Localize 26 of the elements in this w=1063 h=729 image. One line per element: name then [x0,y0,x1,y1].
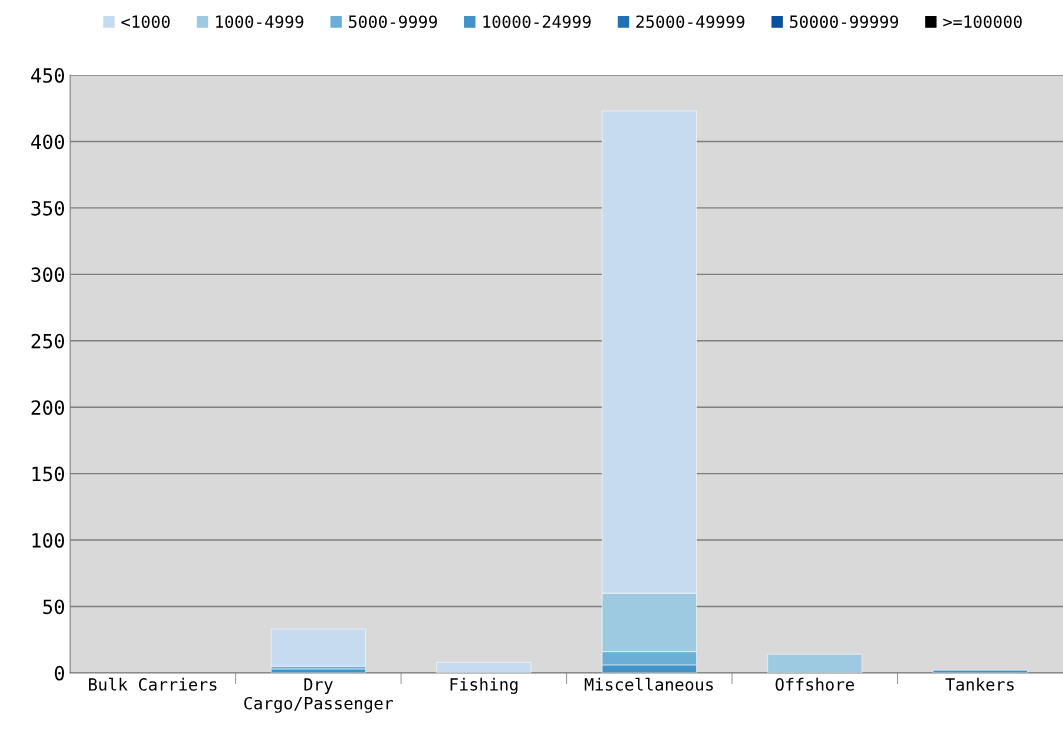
legend-label: 25000-49999 [636,15,745,28]
legend-label: <1000 [121,15,170,28]
y-tick-label: 250 [31,333,65,349]
legend-label: 50000-99999 [789,15,899,28]
y-tick-label: 150 [32,466,65,482]
y-tick-label: 300 [31,267,65,283]
y-tick-label: 350 [31,200,65,216]
x-tick-label: Dry Cargo/Passenger [244,678,393,713]
x-tick-label: Offshore [775,677,854,691]
legend-label: 5000-9999 [348,15,437,28]
x-tick-label: Bulk Carriers [89,677,217,691]
y-tick-label: 0 [54,665,65,681]
legend-label: 1000-4999 [216,15,304,28]
y-tick-label: 200 [31,400,65,415]
y-tick-label: 400 [31,134,65,150]
x-tick-label: Miscellaneous [584,677,713,691]
y-tick-label: 100 [32,533,65,548]
y-tick-label: 50 [43,599,65,615]
bar [767,653,863,673]
x-tick-label: Fishing [450,677,518,694]
legend-label: 10000-24999 [483,15,591,28]
y-tick-label: 450 [31,68,65,83]
legend-label: >=100000 [943,15,1022,28]
bar [436,661,532,673]
x-tick-label: Tankers [945,677,1014,691]
bar [270,628,366,667]
